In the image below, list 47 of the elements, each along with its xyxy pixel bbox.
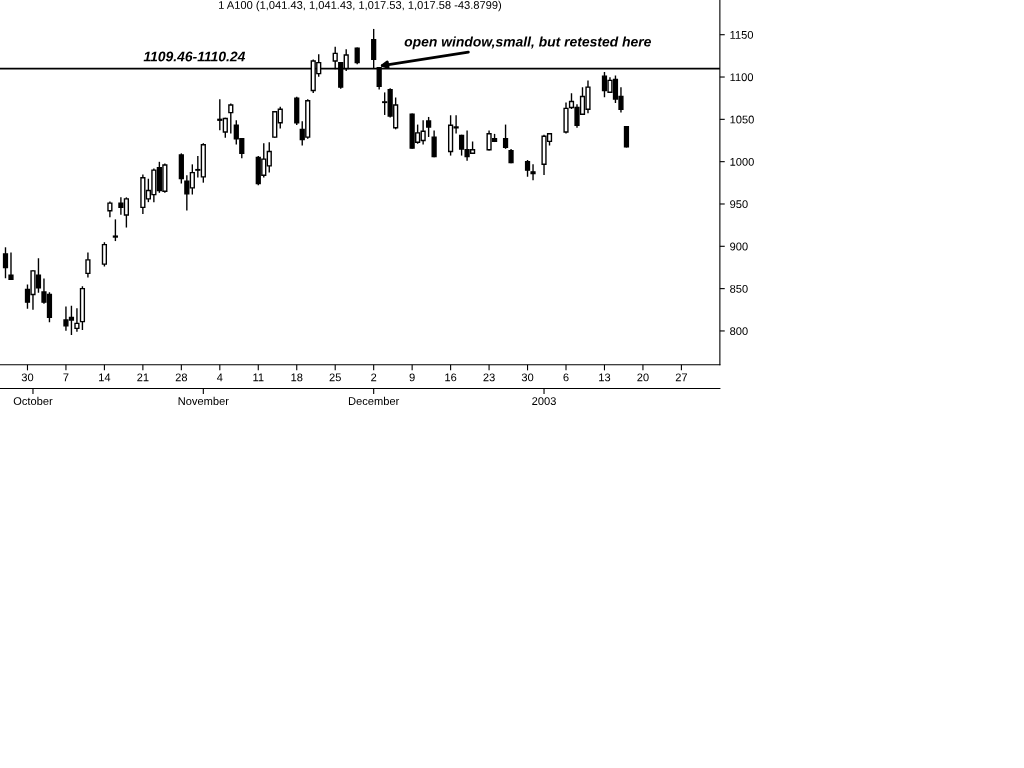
x-tick-label: 30 [21,373,34,382]
x-tick-label: 13 [599,373,611,382]
band-label: 1109.46-1110.24 [143,51,246,62]
x-tick-label: 9 [409,373,415,382]
x-tick-label: 4 [216,373,223,382]
y-tick-label: 900 [730,242,748,251]
y-tick-label: 800 [730,327,748,336]
candlestick [178,153,184,184]
candlestick [101,242,108,267]
x-tick-label: 18 [291,373,303,382]
y-tick-label: 850 [730,284,748,293]
x-tick-label: 25 [329,373,341,382]
x-tick-label: 7 [63,373,69,382]
y-tick-label: 1150 [730,30,754,39]
y-tick-label: 1000 [730,157,754,166]
x2-tick-label: 2003 [532,397,556,406]
y-tick-label: 950 [730,200,748,209]
x-tick-label: 21 [137,373,149,382]
candlestick [2,247,9,279]
x-tick-label: 2 [371,373,377,382]
x-tick-label: 28 [175,373,188,382]
candlestick [426,116,432,137]
candlestick [74,308,80,332]
x-tick-label: 23 [483,373,495,382]
x2-tick-label: November [178,396,229,406]
candlestick [8,252,14,281]
candlestick [112,219,119,242]
candlestick [530,164,536,181]
x-tick-label: 6 [563,373,569,382]
chart-title: 1 A100 (1,041.43, 1,041.43, 1,017.53, 1,017.58 -43.8799) [219,0,502,12]
candlestick [85,252,91,278]
x-tick-label: 16 [445,373,457,382]
x-tick-label: 11 [253,373,264,382]
candlestick [563,102,569,134]
x-tick-label: 14 [99,373,111,382]
x-tick-label: 30 [521,373,534,382]
y-tick-label: 1050 [730,115,754,124]
annotation: open window,small, but retested here [404,36,651,50]
candlestick [228,103,234,134]
x-tick-label: 27 [675,373,688,382]
x2-tick-label: December [348,396,400,406]
candlestick [431,130,437,158]
candlestick [502,124,509,149]
x-tick-label: 20 [637,373,649,382]
candlestick [623,125,630,148]
y-tick-label: 1100 [730,73,754,82]
x2-tick-label: October [13,396,53,406]
